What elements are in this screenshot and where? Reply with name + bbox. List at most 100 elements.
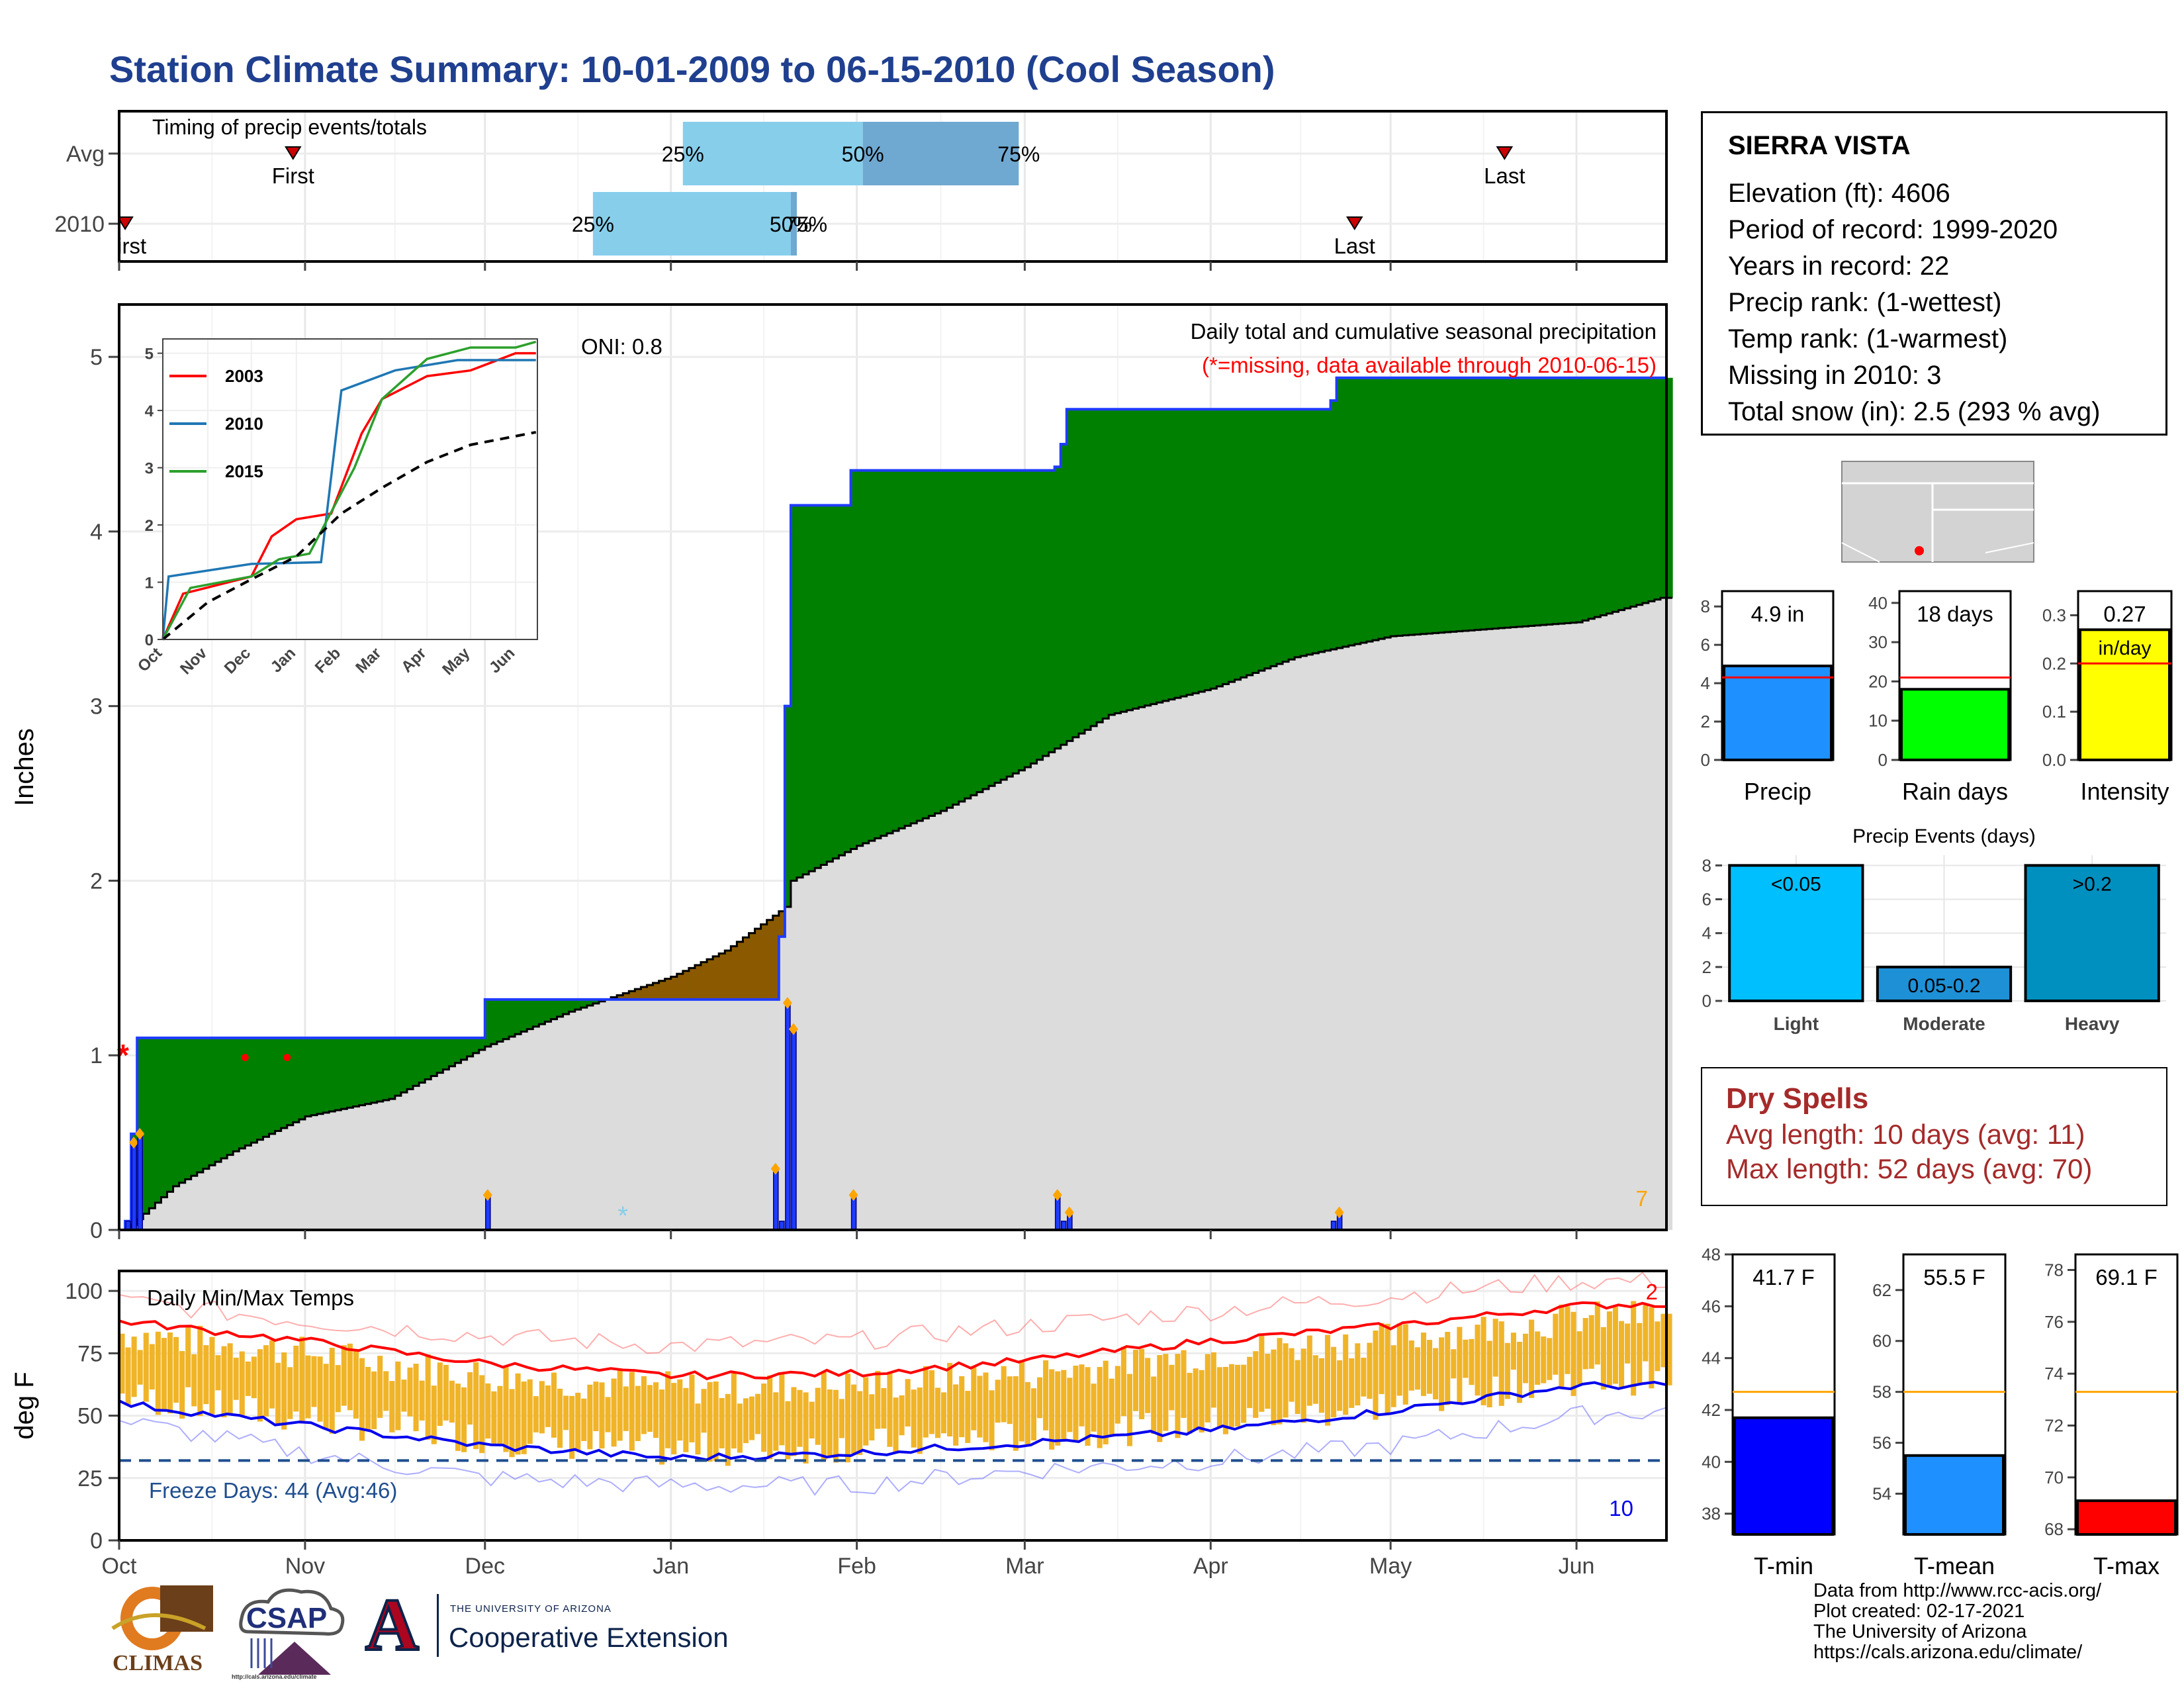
daily-temp-range-bar [491, 1391, 497, 1444]
surplus-segment [1324, 409, 1332, 651]
daily-temp-range-bar [1666, 1313, 1672, 1385]
surplus-segment [1138, 409, 1146, 708]
surplus-segment [1588, 377, 1595, 619]
surplus-segment [1054, 467, 1062, 749]
timing-panel: Avg201025%50%75%25%50%75%FirstLastFirstL… [0, 110, 1668, 271]
daily-temp-range-bar [1139, 1348, 1145, 1419]
cum-y-tick-label: 4 [90, 520, 103, 545]
daily-temp-range-bar [761, 1383, 767, 1452]
deficit-segment [635, 989, 641, 1000]
surplus-segment [515, 999, 522, 1035]
deficit-segment [754, 928, 762, 1000]
cumulative-frame [118, 303, 1668, 1231]
daily-temp-range-bar [473, 1362, 479, 1450]
temp-rank-line: Temp rank: (1-warmest) [1728, 324, 2008, 353]
surplus-segment [1270, 409, 1277, 667]
inset-legend-label: 2003 [225, 366, 263, 386]
surplus-segment [143, 1037, 150, 1214]
daily-temp-range-bar [293, 1345, 299, 1412]
temp-summary-1-y-tick-label: 62 [1872, 1280, 1891, 1300]
daily-precip-bar [791, 1028, 797, 1231]
surplus-segment [149, 1037, 156, 1209]
daily-temp-range-bar [839, 1399, 845, 1438]
surplus-segment [521, 999, 527, 1032]
daily-temp-range-bar [1115, 1366, 1120, 1424]
daily-temp-range-bar [1373, 1330, 1379, 1420]
deficit-segment [731, 946, 737, 1000]
surplus-segment [400, 1037, 408, 1093]
temp-summary-0-y-tick-label: 38 [1702, 1504, 1721, 1524]
precip-summary-bars: 0 2 4 6 8 4.9 in Precip 0 10 20 30 40 18 days Rain da… [1701, 590, 2173, 805]
surplus-segment [1486, 377, 1493, 630]
surplus-segment [1103, 409, 1109, 719]
missing-data-marker: • [241, 1044, 250, 1072]
surplus-segment [1606, 377, 1614, 614]
surplus-segment [1193, 409, 1199, 694]
precip-event-range-label: <0.05 [1771, 873, 1821, 895]
surplus-segment [839, 505, 846, 856]
daily-temp-range-bar [911, 1389, 917, 1448]
surplus-segment [934, 470, 942, 814]
surplus-segment [844, 505, 852, 853]
daily-temp-range-bar [353, 1350, 359, 1419]
surplus-segment [461, 1037, 468, 1060]
surplus-segment [1300, 409, 1307, 656]
temp-summary-0-label: T-min [1754, 1552, 1813, 1579]
temp-summary-0-y-tick-label: 40 [1702, 1452, 1721, 1472]
ua-small-text: THE UNIVERSITY OF ARIZONA [450, 1603, 612, 1615]
temp-y-tick-label: 25 [77, 1466, 103, 1491]
daily-temp-range-bar [934, 1387, 940, 1438]
temp-y-tick-label: 50 [77, 1404, 103, 1429]
daily-temp-range-bar [1451, 1349, 1457, 1379]
daily-temp-range-bar [1001, 1366, 1007, 1423]
surplus-segment [1420, 377, 1428, 634]
surplus-segment [995, 470, 1001, 783]
surplus-segment [1078, 409, 1085, 734]
daily-temp-range-bar [179, 1351, 185, 1419]
inset-frame [162, 338, 538, 640]
deficit-segment [664, 978, 672, 1000]
surplus-segment [1007, 470, 1013, 777]
temp-summary-0-y-tick-label: 48 [1702, 1244, 1721, 1264]
cum-y-tick-label: 5 [90, 345, 103, 370]
inset-y-tick-label: 4 [145, 402, 154, 420]
temp-y-tick-label: 0 [90, 1528, 103, 1554]
precip-event-category-label: Light [1774, 1013, 1819, 1034]
daily-temp-range-bar [1169, 1364, 1175, 1411]
daily-temp-range-bar [1565, 1306, 1570, 1374]
daily-temp-range-bar [281, 1352, 287, 1430]
daily-temp-range-bar [899, 1395, 905, 1436]
daily-temp-range-bar [425, 1354, 431, 1440]
daily-temp-range-bar [1492, 1319, 1498, 1377]
surplus-segment [1510, 377, 1518, 628]
surplus-segment [496, 999, 504, 1042]
surplus-segment [353, 1037, 360, 1107]
surplus-segment [239, 1037, 246, 1149]
daily-temp-range-bar [419, 1380, 425, 1421]
temp-summary-2-label: T-max [2093, 1552, 2160, 1579]
daily-temp-range-bar [851, 1384, 857, 1454]
surplus-segment [1516, 377, 1524, 627]
surplus-segment [1660, 377, 1667, 598]
surplus-segment [208, 1037, 216, 1166]
temps-x-tick-label: Dec [465, 1554, 505, 1579]
surplus-segment [1648, 377, 1655, 602]
surplus-segment [245, 1037, 251, 1146]
daily-temp-range-bar [695, 1403, 701, 1455]
daily-temp-range-bar [1570, 1311, 1576, 1396]
daily-temp-range-bar [1643, 1305, 1649, 1362]
surplus-segment [1240, 409, 1248, 678]
daily-temp-range-bar [1210, 1352, 1216, 1408]
daily-temp-range-bar [1163, 1354, 1169, 1431]
precip-summary-2-label: Intensity [2080, 778, 2169, 805]
temp-summary-2-value-label: 69.1 F [2095, 1265, 2158, 1289]
temps-x-tick-label: May [1369, 1554, 1412, 1579]
surplus-segment [1019, 470, 1025, 771]
precip-summary-0-y-tick-label: 4 [1701, 673, 1710, 693]
temp-summary-2-y-tick-label: 68 [2044, 1519, 2064, 1539]
missing-data-marker: • [283, 1044, 291, 1072]
surplus-segment [1048, 470, 1056, 753]
precip-summary-2-y-tick-label: 0.1 [2042, 702, 2066, 722]
daily-temp-range-bar [191, 1354, 197, 1407]
